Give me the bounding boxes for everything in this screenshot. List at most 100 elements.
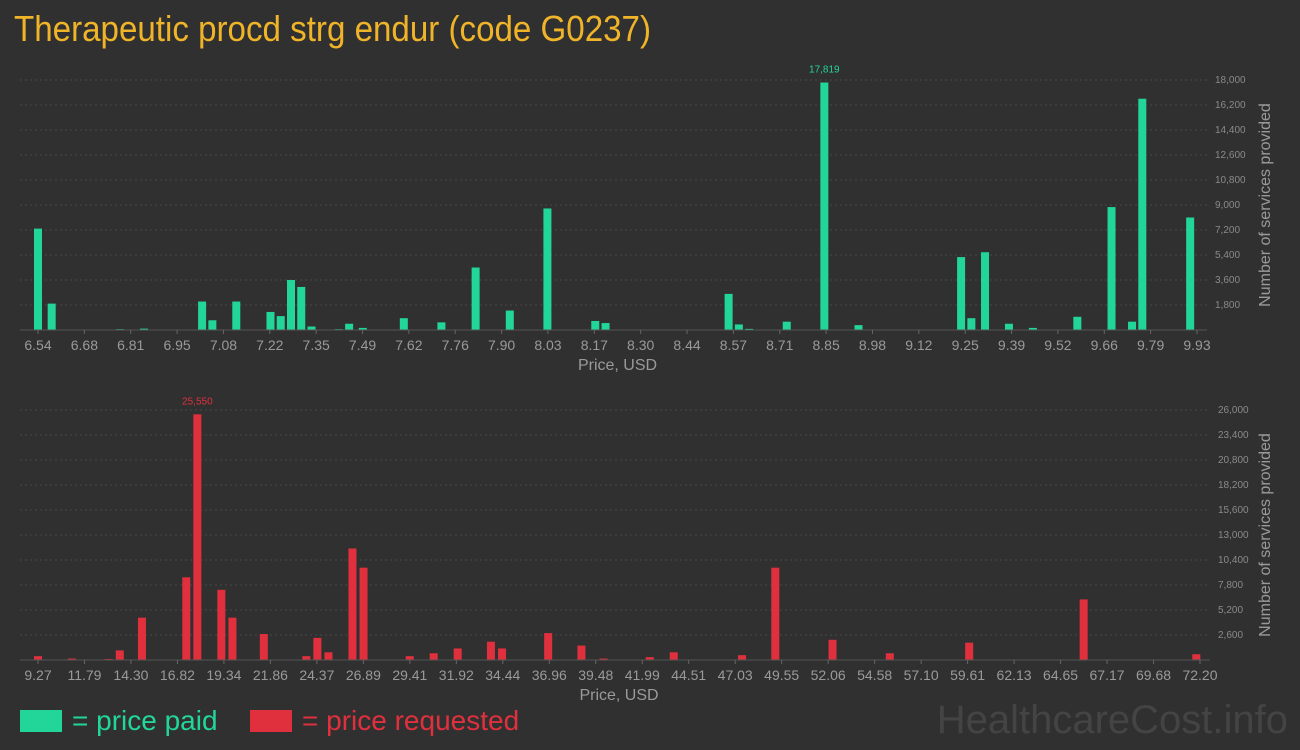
bar bbox=[577, 645, 586, 660]
bar bbox=[820, 82, 829, 330]
bar bbox=[771, 567, 780, 660]
bar bbox=[217, 589, 226, 660]
legend-requested-label: = price requested bbox=[302, 705, 520, 736]
bar bbox=[505, 310, 514, 330]
y-tick-label: 5,200 bbox=[1218, 605, 1243, 616]
bar bbox=[137, 617, 146, 660]
bar bbox=[67, 658, 76, 660]
y-tick-label: 18,200 bbox=[1218, 480, 1249, 491]
bar bbox=[259, 634, 268, 660]
x-tick-label: 69.68 bbox=[1136, 667, 1171, 683]
bar bbox=[645, 657, 654, 660]
x-tick-label: 9.52 bbox=[1044, 337, 1071, 353]
y-tick-label: 2,600 bbox=[1218, 630, 1243, 641]
y-tick-label: 9,000 bbox=[1215, 200, 1240, 211]
x-tick-label: 9.79 bbox=[1137, 337, 1164, 353]
bar bbox=[854, 325, 863, 330]
bar bbox=[182, 577, 191, 660]
bar bbox=[286, 280, 295, 330]
x-tick-label: 7.35 bbox=[303, 337, 330, 353]
y-tick-label: 5,400 bbox=[1215, 250, 1240, 261]
bar bbox=[828, 639, 837, 660]
y-tick-label: 1,800 bbox=[1215, 300, 1240, 311]
bar bbox=[498, 648, 507, 660]
x-tick-label: 6.68 bbox=[71, 337, 98, 353]
bar bbox=[738, 655, 747, 660]
bar bbox=[1192, 654, 1201, 660]
bar bbox=[1073, 316, 1082, 330]
bar bbox=[429, 653, 438, 660]
bar bbox=[47, 303, 56, 330]
x-tick-label: 8.71 bbox=[766, 337, 793, 353]
y-tick-label: 23,400 bbox=[1218, 430, 1249, 441]
y-tick-label: 18,000 bbox=[1215, 75, 1246, 86]
x-tick-label: 57.10 bbox=[904, 667, 939, 683]
bar bbox=[276, 316, 285, 330]
x-tick-label: 67.17 bbox=[1090, 667, 1125, 683]
bar bbox=[313, 637, 322, 660]
bar bbox=[599, 658, 608, 660]
x-tick-label: 8.03 bbox=[534, 337, 561, 353]
x-tick-label: 59.61 bbox=[950, 667, 985, 683]
bar bbox=[193, 414, 202, 660]
bar bbox=[1128, 321, 1137, 330]
bar bbox=[1004, 323, 1013, 330]
peak-value-label: 25,550 bbox=[182, 396, 213, 407]
y-tick-label: 13,000 bbox=[1218, 530, 1249, 541]
x-tick-label: 19.34 bbox=[206, 667, 241, 683]
x-tick-label: 9.27 bbox=[24, 667, 51, 683]
y-tick-label: 20,800 bbox=[1218, 455, 1249, 466]
x-axis-title: Price, USD bbox=[578, 357, 657, 374]
y-tick-label: 15,600 bbox=[1218, 505, 1249, 516]
x-tick-label: 9.25 bbox=[952, 337, 979, 353]
bar bbox=[453, 648, 462, 660]
x-tick-label: 8.30 bbox=[627, 337, 654, 353]
y-tick-label: 26,000 bbox=[1218, 405, 1249, 416]
bar bbox=[734, 324, 743, 330]
x-tick-label: 7.76 bbox=[442, 337, 469, 353]
x-tick-label: 31.92 bbox=[439, 667, 474, 683]
y-tick-label: 10,800 bbox=[1215, 175, 1246, 186]
x-tick-label: 8.44 bbox=[673, 337, 700, 353]
bar bbox=[399, 318, 408, 330]
bar bbox=[358, 327, 367, 330]
y-tick-label: 3,600 bbox=[1215, 275, 1240, 286]
bar bbox=[782, 321, 791, 330]
watermark: HealthcareCost.info bbox=[936, 698, 1288, 742]
y-tick-label: 7,200 bbox=[1215, 225, 1240, 236]
bar bbox=[348, 548, 357, 660]
x-tick-label: 9.66 bbox=[1091, 337, 1118, 353]
y-tick-label: 7,800 bbox=[1218, 580, 1243, 591]
x-tick-label: 16.82 bbox=[160, 667, 195, 683]
x-tick-label: 9.93 bbox=[1183, 337, 1210, 353]
legend-requested-swatch bbox=[250, 710, 292, 732]
bar bbox=[1028, 327, 1037, 330]
x-tick-label: 11.79 bbox=[67, 667, 101, 683]
x-tick-label: 39.48 bbox=[578, 667, 613, 683]
x-tick-label: 6.81 bbox=[117, 337, 144, 353]
y-axis-title: Number of services provided bbox=[1257, 103, 1274, 307]
bar bbox=[198, 301, 207, 330]
chart-price-requested: 2,600 5,200 7,800 10,400 13,000 15,600 18,200 2… bbox=[20, 396, 1274, 704]
x-tick-label: 21.86 bbox=[253, 667, 288, 683]
bar bbox=[307, 326, 316, 330]
bar bbox=[965, 642, 974, 660]
x-tick-label: 7.90 bbox=[488, 337, 515, 353]
x-tick-label: 41.99 bbox=[625, 667, 660, 683]
bar bbox=[981, 252, 990, 330]
bar bbox=[34, 228, 42, 330]
bar bbox=[345, 323, 354, 330]
x-tick-label: 7.08 bbox=[210, 337, 237, 353]
x-tick-label: 36.96 bbox=[532, 667, 567, 683]
y-tick-label: 16,200 bbox=[1215, 100, 1246, 111]
bar bbox=[957, 257, 966, 330]
x-tick-label: 7.22 bbox=[256, 337, 283, 353]
bar bbox=[745, 328, 754, 330]
x-tick-label: 24.37 bbox=[299, 667, 334, 683]
x-tick-label: 8.85 bbox=[812, 337, 839, 353]
peak-value-label: 17,819 bbox=[809, 65, 840, 76]
x-tick-label: 9.39 bbox=[998, 337, 1025, 353]
bar bbox=[669, 652, 678, 660]
y-tick-label: 10,400 bbox=[1218, 555, 1249, 566]
bar bbox=[302, 656, 311, 660]
